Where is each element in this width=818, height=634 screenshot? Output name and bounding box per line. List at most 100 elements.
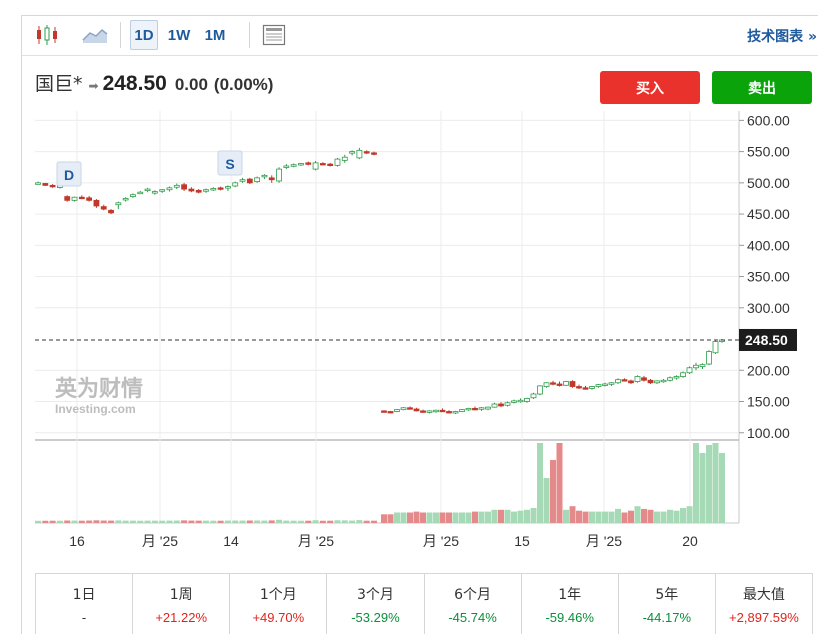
candle[interactable] <box>667 377 673 381</box>
candle[interactable] <box>93 199 100 207</box>
candle[interactable] <box>550 382 556 385</box>
candle[interactable] <box>305 162 312 165</box>
candle[interactable] <box>144 188 151 191</box>
candle[interactable] <box>465 407 472 411</box>
candle[interactable] <box>641 377 647 381</box>
candle[interactable] <box>537 385 543 395</box>
candle[interactable] <box>634 376 641 382</box>
price-chart[interactable]: 600.00 550.00 500.00 450.00 400.00 350.00 300.… <box>22 16 818 571</box>
candle[interactable] <box>268 177 275 181</box>
candle[interactable] <box>439 409 446 413</box>
candle[interactable] <box>563 381 569 386</box>
candle[interactable] <box>327 163 334 167</box>
candle[interactable] <box>660 379 667 383</box>
candle[interactable] <box>615 379 621 384</box>
candle[interactable] <box>407 407 413 410</box>
candle[interactable] <box>276 168 282 182</box>
candle[interactable] <box>387 411 394 414</box>
candle[interactable] <box>363 151 370 154</box>
candle[interactable] <box>524 397 530 402</box>
candle[interactable] <box>530 393 537 399</box>
candle[interactable] <box>608 382 615 385</box>
candle[interactable] <box>485 406 491 410</box>
candle[interactable] <box>433 409 439 413</box>
candle[interactable] <box>556 383 563 386</box>
timeframe-1m-button[interactable]: 1M <box>204 26 226 44</box>
candle[interactable] <box>78 196 85 200</box>
candle[interactable] <box>217 187 224 190</box>
candle[interactable] <box>621 379 628 382</box>
candle[interactable] <box>673 376 680 379</box>
candle[interactable] <box>394 409 400 412</box>
event-marker-s[interactable] <box>217 150 243 176</box>
candle[interactable] <box>290 164 297 167</box>
candle[interactable] <box>225 186 231 189</box>
candle[interactable] <box>42 183 49 186</box>
candle[interactable] <box>426 410 433 413</box>
candle[interactable] <box>413 408 420 412</box>
event-marker-d[interactable] <box>56 161 82 187</box>
candle[interactable] <box>35 182 41 185</box>
candle[interactable] <box>371 152 377 155</box>
candle[interactable] <box>122 198 129 201</box>
candle[interactable] <box>159 189 166 192</box>
candle[interactable] <box>71 196 78 201</box>
candle[interactable] <box>166 187 173 191</box>
candle[interactable] <box>569 381 576 387</box>
candle[interactable] <box>582 387 589 390</box>
candle[interactable] <box>195 189 202 193</box>
candle[interactable] <box>589 386 595 389</box>
candle[interactable] <box>712 341 719 354</box>
candle[interactable] <box>283 165 290 168</box>
candle[interactable] <box>349 151 355 154</box>
candle[interactable] <box>239 179 246 182</box>
sell-button[interactable]: 卖出 <box>712 71 812 104</box>
candle[interactable] <box>595 384 602 387</box>
buy-button[interactable]: 买入 <box>600 71 700 104</box>
candle[interactable] <box>334 158 341 166</box>
candle[interactable] <box>459 409 465 412</box>
timeframe-1w-button[interactable]: 1W <box>167 26 191 44</box>
candle[interactable] <box>517 399 524 403</box>
candle[interactable] <box>312 162 319 170</box>
candle[interactable] <box>261 174 268 178</box>
candle[interactable] <box>680 372 686 377</box>
candle[interactable] <box>504 402 511 406</box>
candle[interactable] <box>188 188 195 192</box>
candle[interactable] <box>130 194 136 197</box>
candle[interactable] <box>64 196 71 201</box>
candle[interactable] <box>446 411 452 414</box>
candle[interactable] <box>381 410 387 413</box>
candle[interactable] <box>115 202 122 206</box>
candle[interactable] <box>647 379 654 384</box>
candle[interactable] <box>181 184 187 190</box>
candle[interactable] <box>210 188 217 191</box>
candle[interactable] <box>543 382 550 387</box>
candle[interactable] <box>491 403 498 408</box>
candle[interactable] <box>173 184 180 188</box>
candle[interactable] <box>108 209 114 214</box>
area-chart-icon[interactable] <box>80 20 110 50</box>
candle[interactable] <box>693 364 699 369</box>
timeframe-1d-button[interactable]: 1D <box>130 20 158 50</box>
candle[interactable] <box>246 178 253 184</box>
candle[interactable] <box>86 197 93 201</box>
candle[interactable] <box>203 189 209 192</box>
candle[interactable] <box>356 149 363 159</box>
candle[interactable] <box>341 156 348 161</box>
candle[interactable] <box>472 407 478 411</box>
candle[interactable] <box>298 163 304 166</box>
candle[interactable] <box>576 386 582 389</box>
candle[interactable] <box>400 407 407 411</box>
candle[interactable] <box>420 410 426 413</box>
candle[interactable] <box>686 367 693 374</box>
candle[interactable] <box>699 364 706 367</box>
candle[interactable] <box>452 411 459 414</box>
technical-chart-link[interactable]: 技术图表 » <box>747 29 817 45</box>
candle[interactable] <box>498 403 504 407</box>
candle[interactable] <box>319 163 326 166</box>
candle[interactable] <box>706 351 712 365</box>
candle[interactable] <box>654 380 660 384</box>
candlestick-icon[interactable] <box>32 20 62 50</box>
candle[interactable] <box>49 184 56 188</box>
